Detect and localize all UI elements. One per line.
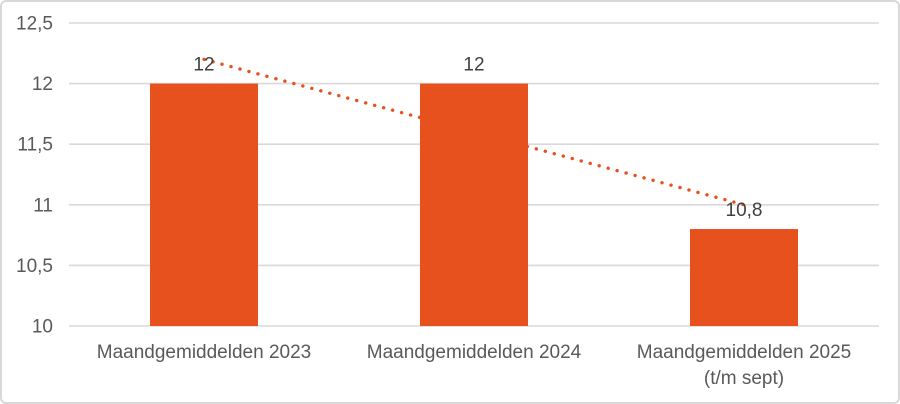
y-axis-tick-label: 10,5 [16,256,53,277]
y-axis-tick-label: 12 [32,74,53,95]
bar-maandgemiddelden-2025 [690,229,798,326]
y-axis-tick-label: 12,5 [16,13,53,34]
data-label: 12 [463,55,484,76]
x-axis-category-label: (t/m sept) [704,368,784,389]
y-axis-tick-label: 10 [32,316,53,337]
x-axis-category-label: Maandgemiddelden 2023 [97,342,311,363]
data-label: 12 [193,55,214,76]
y-axis-tick-label: 11,5 [17,135,53,156]
x-axis-category-label: Maandgemiddelden 2025 [637,342,851,363]
bar-maandgemiddelden-2023 [150,83,258,326]
y-axis-tick-label: 11 [33,195,53,216]
x-axis-category-label: Maandgemiddelden 2024 [367,342,582,363]
data-label: 10,8 [726,200,763,221]
bar-maandgemiddelden-2024 [420,83,528,326]
